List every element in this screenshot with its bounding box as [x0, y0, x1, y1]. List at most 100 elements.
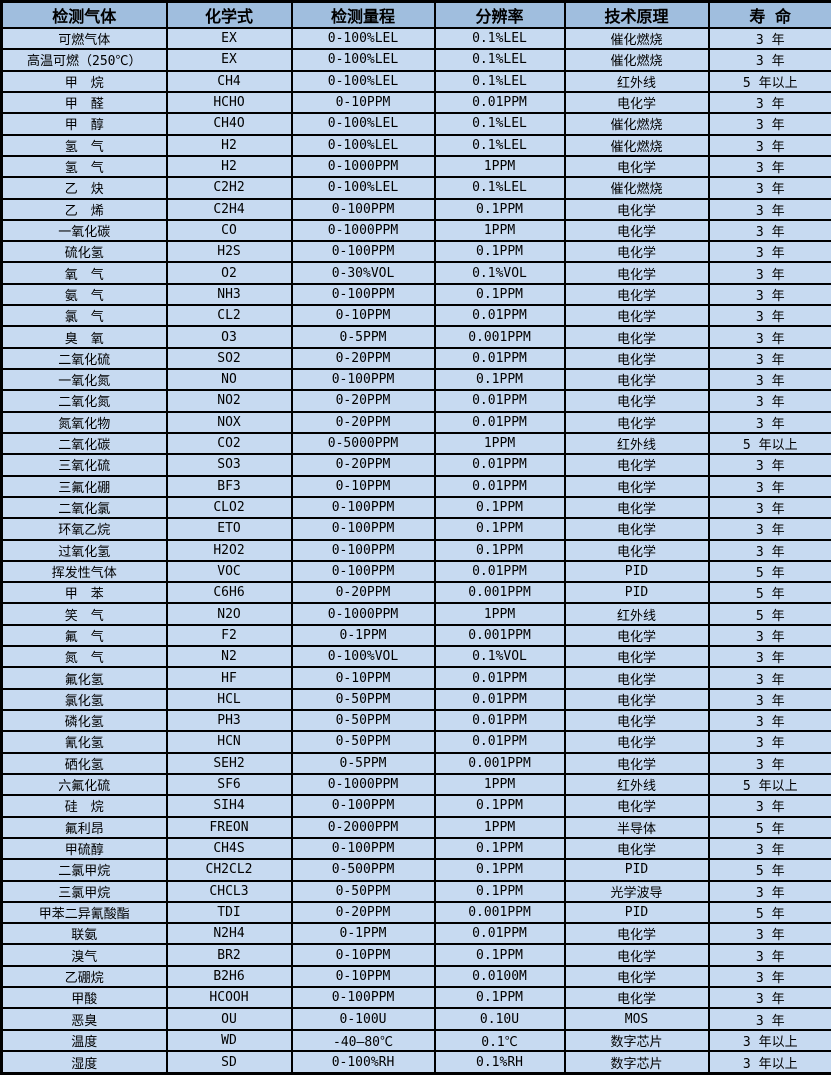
cell-lifespan: 3 年 — [707, 1007, 831, 1031]
cell-range: 0-100U — [290, 1007, 436, 1031]
cell-range: 0-100PPM — [290, 794, 436, 818]
cell-principle: 催化燃烧 — [563, 26, 710, 51]
cell-resolution: 0.1%LEL — [433, 176, 566, 200]
cell-formula: NH3 — [165, 282, 293, 307]
cell-resolution: 0.01PPM — [433, 730, 566, 754]
cell-range: 0-20PPM — [290, 581, 436, 605]
cell-resolution: 1PPM — [433, 772, 566, 797]
cell-range: 0-100%LEL — [290, 48, 436, 72]
table-row: 氟利昂 FREON 0-2000PPM 1PPM 半导体 5 年 — [0, 815, 831, 839]
cell-lifespan: 3 年 — [707, 389, 831, 413]
cell-formula: N2H4 — [165, 922, 293, 946]
cell-formula: CH4S — [165, 836, 293, 861]
cell-range: 0-100%RH — [290, 1050, 436, 1075]
cell-gas: 甲硫醇 — [0, 836, 168, 861]
cell-lifespan: 3 年 — [707, 986, 831, 1010]
cell-resolution: 0.1%RH — [433, 1050, 566, 1075]
cell-resolution: 0.001PPM — [433, 900, 566, 925]
cell-formula: CLO2 — [165, 495, 293, 520]
cell-lifespan: 3 年 — [707, 410, 831, 434]
cell-gas: 硅 烷 — [0, 794, 168, 818]
table-row: 磷化氢 PH3 0-50PPM 0.01PPM 电化学 3 年 — [0, 708, 831, 733]
cell-gas: 环氧乙烷 — [0, 517, 168, 541]
cell-range: 0-20PPM — [290, 410, 436, 434]
table-row: 乙硼烷 B2H6 0-10PPM 0.0100M 电化学 3 年 — [0, 964, 831, 989]
cell-principle: 电化学 — [563, 261, 710, 285]
cell-range: 0-10PPM — [290, 964, 436, 989]
cell-principle: PID — [563, 581, 710, 605]
cell-range: 0-100PPM — [290, 538, 436, 562]
cell-gas: 氯 气 — [0, 304, 168, 328]
cell-gas: 磷化氢 — [0, 708, 168, 733]
cell-gas: 甲 醇 — [0, 112, 168, 136]
cell-formula: N2 — [165, 645, 293, 669]
cell-formula: OU — [165, 1007, 293, 1031]
table-body: 可燃气体 EX 0-100%LEL 0.1%LEL 催化燃烧 3 年高温可燃（250℃） E… — [0, 26, 831, 1075]
table-row: 氯化氢 HCL 0-50PPM 0.01PPM 电化学 3 年 — [0, 687, 831, 712]
cell-lifespan: 3 年 — [707, 836, 831, 861]
cell-principle: PID — [563, 559, 710, 584]
cell-lifespan: 5 年 — [707, 858, 831, 882]
cell-formula: WD — [165, 1028, 293, 1053]
cell-gas: 二氧化硫 — [0, 346, 168, 371]
cell-resolution: 0.1PPM — [433, 986, 566, 1010]
cell-principle: 催化燃烧 — [563, 48, 710, 72]
cell-range: 0-1000PPM — [290, 772, 436, 797]
cell-range: 0-100PPM — [290, 517, 436, 541]
cell-range: 0-20PPM — [290, 389, 436, 413]
cell-principle: 电化学 — [563, 943, 710, 967]
cell-principle: 电化学 — [563, 410, 710, 434]
cell-formula: ETO — [165, 517, 293, 541]
cell-range: -40—80℃ — [290, 1028, 436, 1053]
table-row: 二氧化氮 NO2 0-20PPM 0.01PPM 电化学 3 年 — [0, 389, 831, 413]
table-row: 氟化氢 HF 0-10PPM 0.01PPM 电化学 3 年 — [0, 666, 831, 690]
table-row: 氧 气 O2 0-30%VOL 0.1%VOL 电化学 3 年 — [0, 261, 831, 285]
cell-formula: SEH2 — [165, 751, 293, 775]
cell-gas: 乙硼烷 — [0, 964, 168, 989]
cell-lifespan: 3 年 — [707, 708, 831, 733]
cell-gas: 二氯甲烷 — [0, 858, 168, 882]
cell-lifespan: 3 年 — [707, 133, 831, 157]
cell-resolution: 0.1PPM — [433, 858, 566, 882]
cell-gas: 氢 气 — [0, 133, 168, 157]
cell-principle: 电化学 — [563, 517, 710, 541]
cell-lifespan: 3 年 — [707, 943, 831, 967]
cell-lifespan: 3 年 — [707, 261, 831, 285]
cell-lifespan: 5 年以上 — [707, 69, 831, 93]
cell-resolution: 0.1PPM — [433, 794, 566, 818]
cell-lifespan: 3 年 — [707, 645, 831, 669]
table-row: 一氧化碳 CO 0-1000PPM 1PPM 电化学 3 年 — [0, 218, 831, 243]
cell-principle: 电化学 — [563, 794, 710, 818]
cell-resolution: 0.1PPM — [433, 836, 566, 861]
cell-formula: SO3 — [165, 453, 293, 477]
cell-resolution: 0.0100M — [433, 964, 566, 989]
cell-resolution: 0.01PPM — [433, 304, 566, 328]
cell-formula: CL2 — [165, 304, 293, 328]
cell-range: 0-20PPM — [290, 453, 436, 477]
cell-principle: 电化学 — [563, 367, 710, 392]
cell-lifespan: 3 年 — [707, 240, 831, 264]
table-row: 乙 烯 C2H4 0-100PPM 0.1PPM 电化学 3 年 — [0, 197, 831, 221]
cell-lifespan: 3 年 — [707, 112, 831, 136]
cell-principle: 红外线 — [563, 69, 710, 93]
table-row: 乙 炔 C2H2 0-100%LEL 0.1%LEL 催化燃烧 3 年 — [0, 176, 831, 200]
cell-principle: 电化学 — [563, 538, 710, 562]
cell-lifespan: 3 年 — [707, 453, 831, 477]
cell-range: 0-100PPM — [290, 559, 436, 584]
cell-lifespan: 3 年 — [707, 474, 831, 498]
cell-range: 0-10PPM — [290, 474, 436, 498]
table-row: 一氧化氮 NO 0-100PPM 0.1PPM 电化学 3 年 — [0, 367, 831, 392]
table-row: 恶臭 OU 0-100U 0.10U MOS 3 年 — [0, 1007, 831, 1031]
cell-lifespan: 5 年 — [707, 900, 831, 925]
table-row: 甲 苯 C6H6 0-20PPM 0.001PPM PID 5 年 — [0, 581, 831, 605]
cell-formula: N2O — [165, 602, 293, 626]
cell-lifespan: 3 年 — [707, 218, 831, 243]
cell-lifespan: 3 年 — [707, 730, 831, 754]
table-row: 氰化氢 HCN 0-50PPM 0.01PPM 电化学 3 年 — [0, 730, 831, 754]
cell-resolution: 0.01PPM — [433, 410, 566, 434]
cell-range: 0-500PPM — [290, 858, 436, 882]
cell-gas: 氮氧化物 — [0, 410, 168, 434]
table-row: 可燃气体 EX 0-100%LEL 0.1%LEL 催化燃烧 3 年 — [0, 26, 831, 51]
table-row: 硅 烷 SIH4 0-100PPM 0.1PPM 电化学 3 年 — [0, 794, 831, 818]
cell-gas: 三氧化硫 — [0, 453, 168, 477]
